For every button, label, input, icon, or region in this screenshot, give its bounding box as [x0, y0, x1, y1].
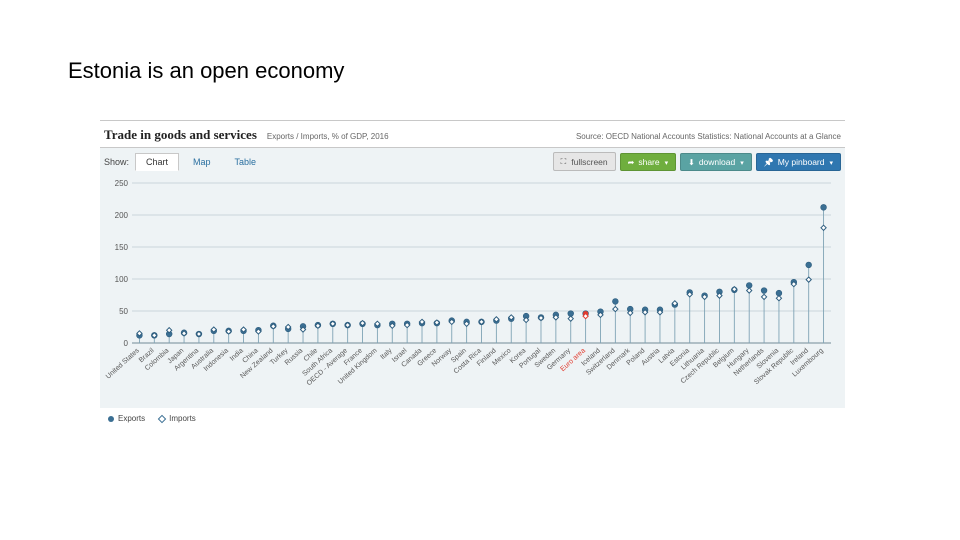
share-icon	[628, 157, 636, 167]
share-button[interactable]: share	[620, 153, 676, 171]
tab-chart[interactable]: Chart	[135, 153, 179, 171]
chart-widget: Trade in goods and services Exports / Im…	[100, 120, 845, 400]
legend-exports-label: Exports	[118, 414, 145, 423]
legend: Exports Imports	[100, 408, 845, 425]
show-label: Show:	[104, 157, 129, 167]
widget-header: Trade in goods and services Exports / Im…	[100, 120, 845, 148]
chevron-down-icon	[827, 157, 833, 167]
fullscreen-label: fullscreen	[571, 157, 607, 167]
svg-text:100: 100	[115, 275, 129, 284]
svg-text:United States: United States	[105, 347, 141, 381]
dot-icon	[108, 416, 114, 422]
share-label: share	[638, 157, 659, 167]
svg-text:200: 200	[115, 211, 129, 220]
chevron-down-icon	[738, 157, 744, 167]
pinboard-label: My pinboard	[778, 157, 825, 167]
download-button[interactable]: download	[680, 153, 752, 171]
svg-text:0: 0	[124, 339, 129, 348]
widget-title: Trade in goods and services	[104, 127, 257, 143]
svg-text:50: 50	[119, 307, 128, 316]
legend-exports: Exports	[108, 414, 145, 423]
widget-subtitle: Exports / Imports, % of GDP, 2016	[267, 132, 389, 141]
tab-table[interactable]: Table	[225, 154, 267, 170]
fullscreen-icon	[561, 156, 569, 167]
chevron-down-icon	[663, 157, 669, 167]
tab-map[interactable]: Map	[183, 154, 221, 170]
pinboard-button[interactable]: My pinboard	[756, 153, 841, 171]
svg-text:250: 250	[115, 179, 129, 188]
plot-area: 050100150200250United StatesBrazilColomb…	[100, 175, 845, 408]
download-icon	[688, 157, 696, 167]
download-label: download	[699, 157, 735, 167]
legend-imports-label: Imports	[169, 414, 196, 423]
widget-toolbar: Show: Chart Map Table fullscreen share d…	[100, 148, 845, 175]
pin-icon	[764, 157, 775, 167]
svg-text:150: 150	[115, 243, 129, 252]
chart-svg: 050100150200250United StatesBrazilColomb…	[102, 177, 839, 403]
widget-source: Source: OECD National Accounts Statistic…	[576, 132, 841, 141]
legend-imports: Imports	[159, 414, 196, 423]
fullscreen-button[interactable]: fullscreen	[553, 152, 616, 171]
diamond-icon	[158, 414, 166, 422]
slide-title: Estonia is an open economy	[68, 58, 344, 84]
